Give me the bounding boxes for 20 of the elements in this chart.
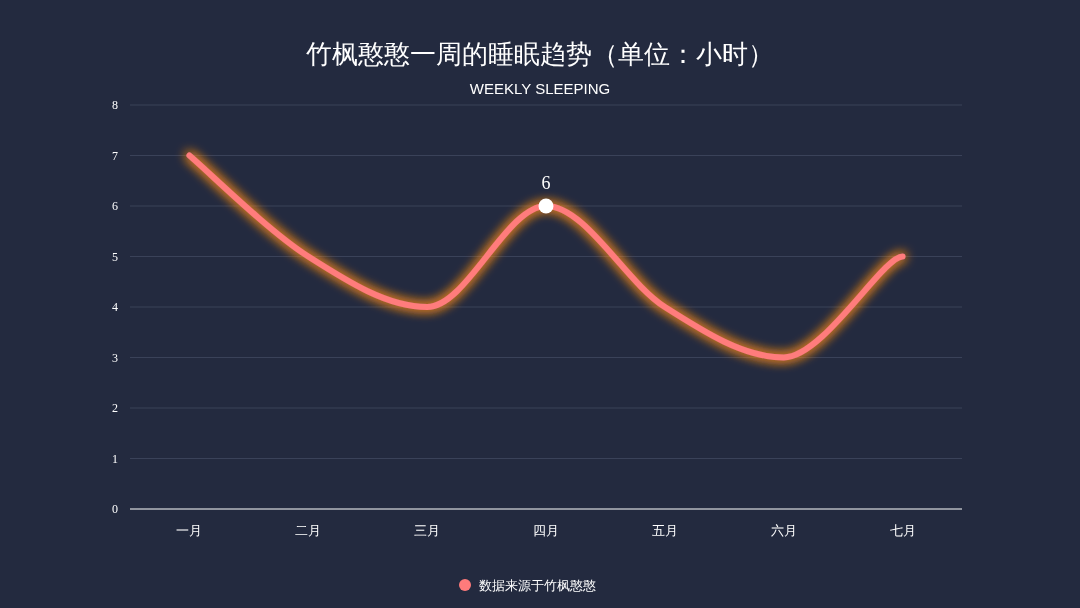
x-tick-label: 四月 xyxy=(533,523,559,538)
y-tick-label: 3 xyxy=(112,350,118,365)
data-label: 6 xyxy=(541,173,551,193)
x-tick-label: 三月 xyxy=(414,523,441,538)
x-tick-label: 七月 xyxy=(889,523,916,538)
x-tick-label: 二月 xyxy=(295,523,322,538)
y-tick-label: 6 xyxy=(112,199,118,213)
y-tick-label: 2 xyxy=(112,401,118,415)
y-tick-label: 5 xyxy=(112,249,118,264)
x-tick-label: 五月 xyxy=(651,523,678,538)
y-tick-label: 4 xyxy=(112,300,118,314)
y-tick-label: 1 xyxy=(112,451,118,466)
x-tick-label: 六月 xyxy=(770,523,797,538)
legend: 数据来源于竹枫憨憨 xyxy=(459,578,596,593)
y-tick-label: 7 xyxy=(112,148,118,163)
y-tick-label: 0 xyxy=(112,502,118,516)
x-tick-label: 一月 xyxy=(176,523,203,538)
y-tick-label: 8 xyxy=(112,98,118,112)
chart-subtitle: WEEKLY SLEEPING xyxy=(469,80,611,97)
chart-title: 竹枫憨憨一周的睡眠趋势（单位：小时） xyxy=(306,39,774,69)
